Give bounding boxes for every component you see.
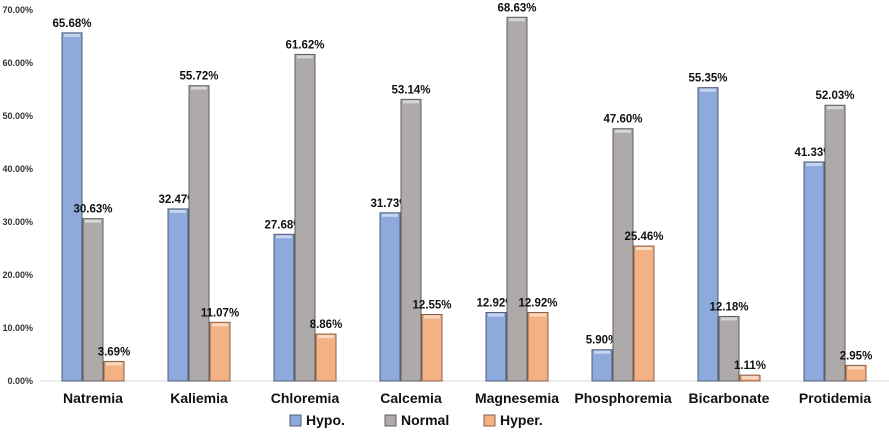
bar-hypo — [485, 312, 507, 382]
bar-normal — [612, 128, 634, 382]
y-tick-label: 50.00% — [2, 111, 33, 121]
bar-hyper — [103, 360, 125, 382]
bar-highlight — [297, 55, 313, 59]
data-label: 25.46% — [624, 231, 663, 243]
data-label: 31.73% — [370, 198, 409, 210]
y-tick-label: 30.00% — [2, 217, 33, 227]
bar-highlight — [488, 313, 504, 317]
bar-normal — [188, 85, 210, 382]
data-label: 52.03% — [815, 90, 854, 102]
bar-highlight — [424, 315, 440, 319]
category-label: Chloremia — [271, 390, 340, 406]
data-label: 11.07% — [201, 307, 239, 319]
bar-hyper — [527, 312, 549, 382]
bar-hyper — [209, 321, 231, 382]
category-label: Protidemia — [799, 390, 872, 406]
bar-hypo — [697, 87, 719, 382]
data-label: 12.92% — [518, 298, 557, 310]
bar-hypo — [167, 208, 189, 382]
bar-highlight — [742, 376, 758, 380]
bar-normal — [82, 218, 104, 382]
bar-hypo — [591, 349, 613, 382]
bar-highlight — [530, 313, 546, 317]
bar-hypo — [273, 233, 295, 382]
bar-normal — [506, 16, 528, 382]
bar-normal — [400, 98, 422, 382]
data-label: 12.92% — [476, 298, 515, 310]
bar-highlight — [85, 219, 101, 223]
category-label: Calcemia — [380, 390, 442, 406]
data-label: 8.86% — [310, 319, 343, 331]
bar-hyper — [421, 313, 443, 382]
data-label: 27.68% — [264, 219, 303, 231]
bar-highlight — [509, 18, 525, 22]
bar-highlight — [382, 213, 398, 217]
y-tick-label: 70.00% — [2, 5, 33, 15]
bar-highlight — [615, 129, 631, 133]
category-label: Phosphoremia — [574, 390, 671, 406]
data-label: 30.63% — [73, 204, 112, 216]
legend-label: Hyper. — [500, 412, 543, 428]
bar-hypo — [61, 32, 83, 382]
bar-highlight — [212, 323, 228, 327]
bar-highlight — [276, 235, 292, 239]
bar-highlight — [827, 106, 843, 110]
y-tick-label: 20.00% — [2, 270, 33, 280]
category-label: Bicarbonate — [689, 390, 770, 406]
bar-highlight — [64, 33, 80, 37]
legend-label: Hypo. — [306, 412, 345, 428]
bar-hypo — [803, 161, 825, 382]
bar-hypo — [379, 212, 401, 382]
legend-swatch — [289, 414, 302, 427]
legend-swatch — [384, 414, 397, 427]
bar-highlight — [700, 88, 716, 92]
data-label: 68.63% — [497, 2, 536, 14]
data-label: 5.90% — [586, 335, 619, 347]
category-label: Kaliemia — [170, 390, 228, 406]
bar-highlight — [191, 86, 207, 90]
bar-highlight — [721, 317, 737, 321]
bar-hyper — [315, 333, 337, 382]
legend-swatch — [483, 414, 496, 427]
legend-label: Normal — [401, 412, 449, 428]
bar-highlight — [318, 335, 334, 339]
data-label: 65.68% — [52, 18, 91, 30]
bar-highlight — [170, 209, 186, 213]
bar-highlight — [848, 366, 864, 370]
data-label: 47.60% — [603, 114, 642, 126]
data-label: 3.69% — [98, 346, 131, 358]
bar-normal — [718, 315, 740, 382]
category-label: Natremia — [63, 390, 123, 406]
data-label: 61.62% — [285, 39, 324, 51]
bar-highlight — [403, 100, 419, 104]
y-tick-label: 10.00% — [2, 323, 33, 333]
category-label: Magnesemia — [475, 390, 559, 406]
bar-normal — [294, 53, 316, 382]
y-tick-label: 0.00% — [7, 376, 33, 386]
data-label: 12.55% — [412, 299, 451, 311]
bar-normal — [824, 104, 846, 382]
bar-highlight — [636, 247, 652, 251]
data-label: 41.33% — [794, 147, 833, 159]
data-label: 55.35% — [688, 73, 727, 85]
data-label: 12.18% — [709, 301, 748, 313]
data-label: 2.95% — [840, 350, 873, 362]
bar-hyper — [633, 245, 655, 382]
bar-highlight — [806, 162, 822, 166]
data-label: 32.47% — [158, 194, 197, 206]
data-label: 55.72% — [179, 71, 218, 83]
bar-highlight — [106, 362, 122, 366]
y-tick-label: 60.00% — [2, 58, 33, 68]
bar-highlight — [594, 350, 610, 354]
y-tick-label: 40.00% — [2, 164, 33, 174]
data-label: 53.14% — [391, 84, 430, 96]
data-label: 1.11% — [734, 360, 766, 372]
